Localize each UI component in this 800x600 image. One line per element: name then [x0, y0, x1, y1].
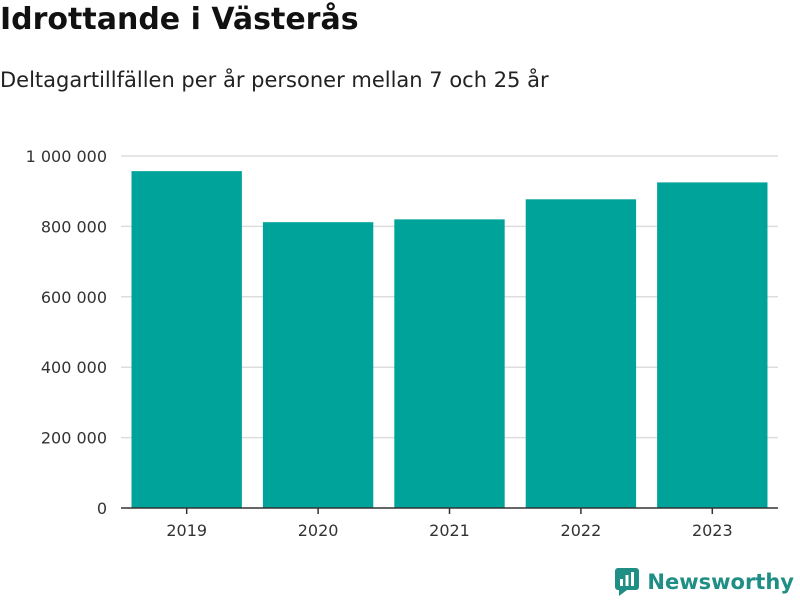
y-tick-label: 200 000: [41, 429, 107, 448]
bar: [657, 182, 768, 508]
x-tick-label: 2023: [692, 521, 733, 540]
y-tick-label: 600 000: [41, 288, 107, 307]
x-tick-label: 2021: [429, 521, 470, 540]
y-tick-label: 1 000 000: [26, 147, 107, 166]
bar: [131, 171, 242, 509]
bar: [262, 222, 374, 508]
y-tick-label: 800 000: [41, 217, 107, 236]
y-tick-label: 400 000: [41, 358, 107, 377]
bar: [394, 219, 505, 509]
brand-name: Newsworthy: [647, 570, 794, 594]
x-tick-label: 2019: [166, 521, 207, 540]
x-tick-label: 2022: [561, 521, 602, 540]
newsworthy-logo-icon: [615, 568, 640, 596]
chart-title: Idrottande i Västerås: [0, 2, 359, 37]
x-tick-label: 2020: [298, 521, 339, 540]
bar: [525, 199, 637, 508]
brand-logo: Newsworthy: [615, 568, 794, 596]
y-tick-label: 0: [97, 499, 107, 518]
chart-subtitle: Deltagartillfällen per år personer mella…: [0, 68, 549, 92]
